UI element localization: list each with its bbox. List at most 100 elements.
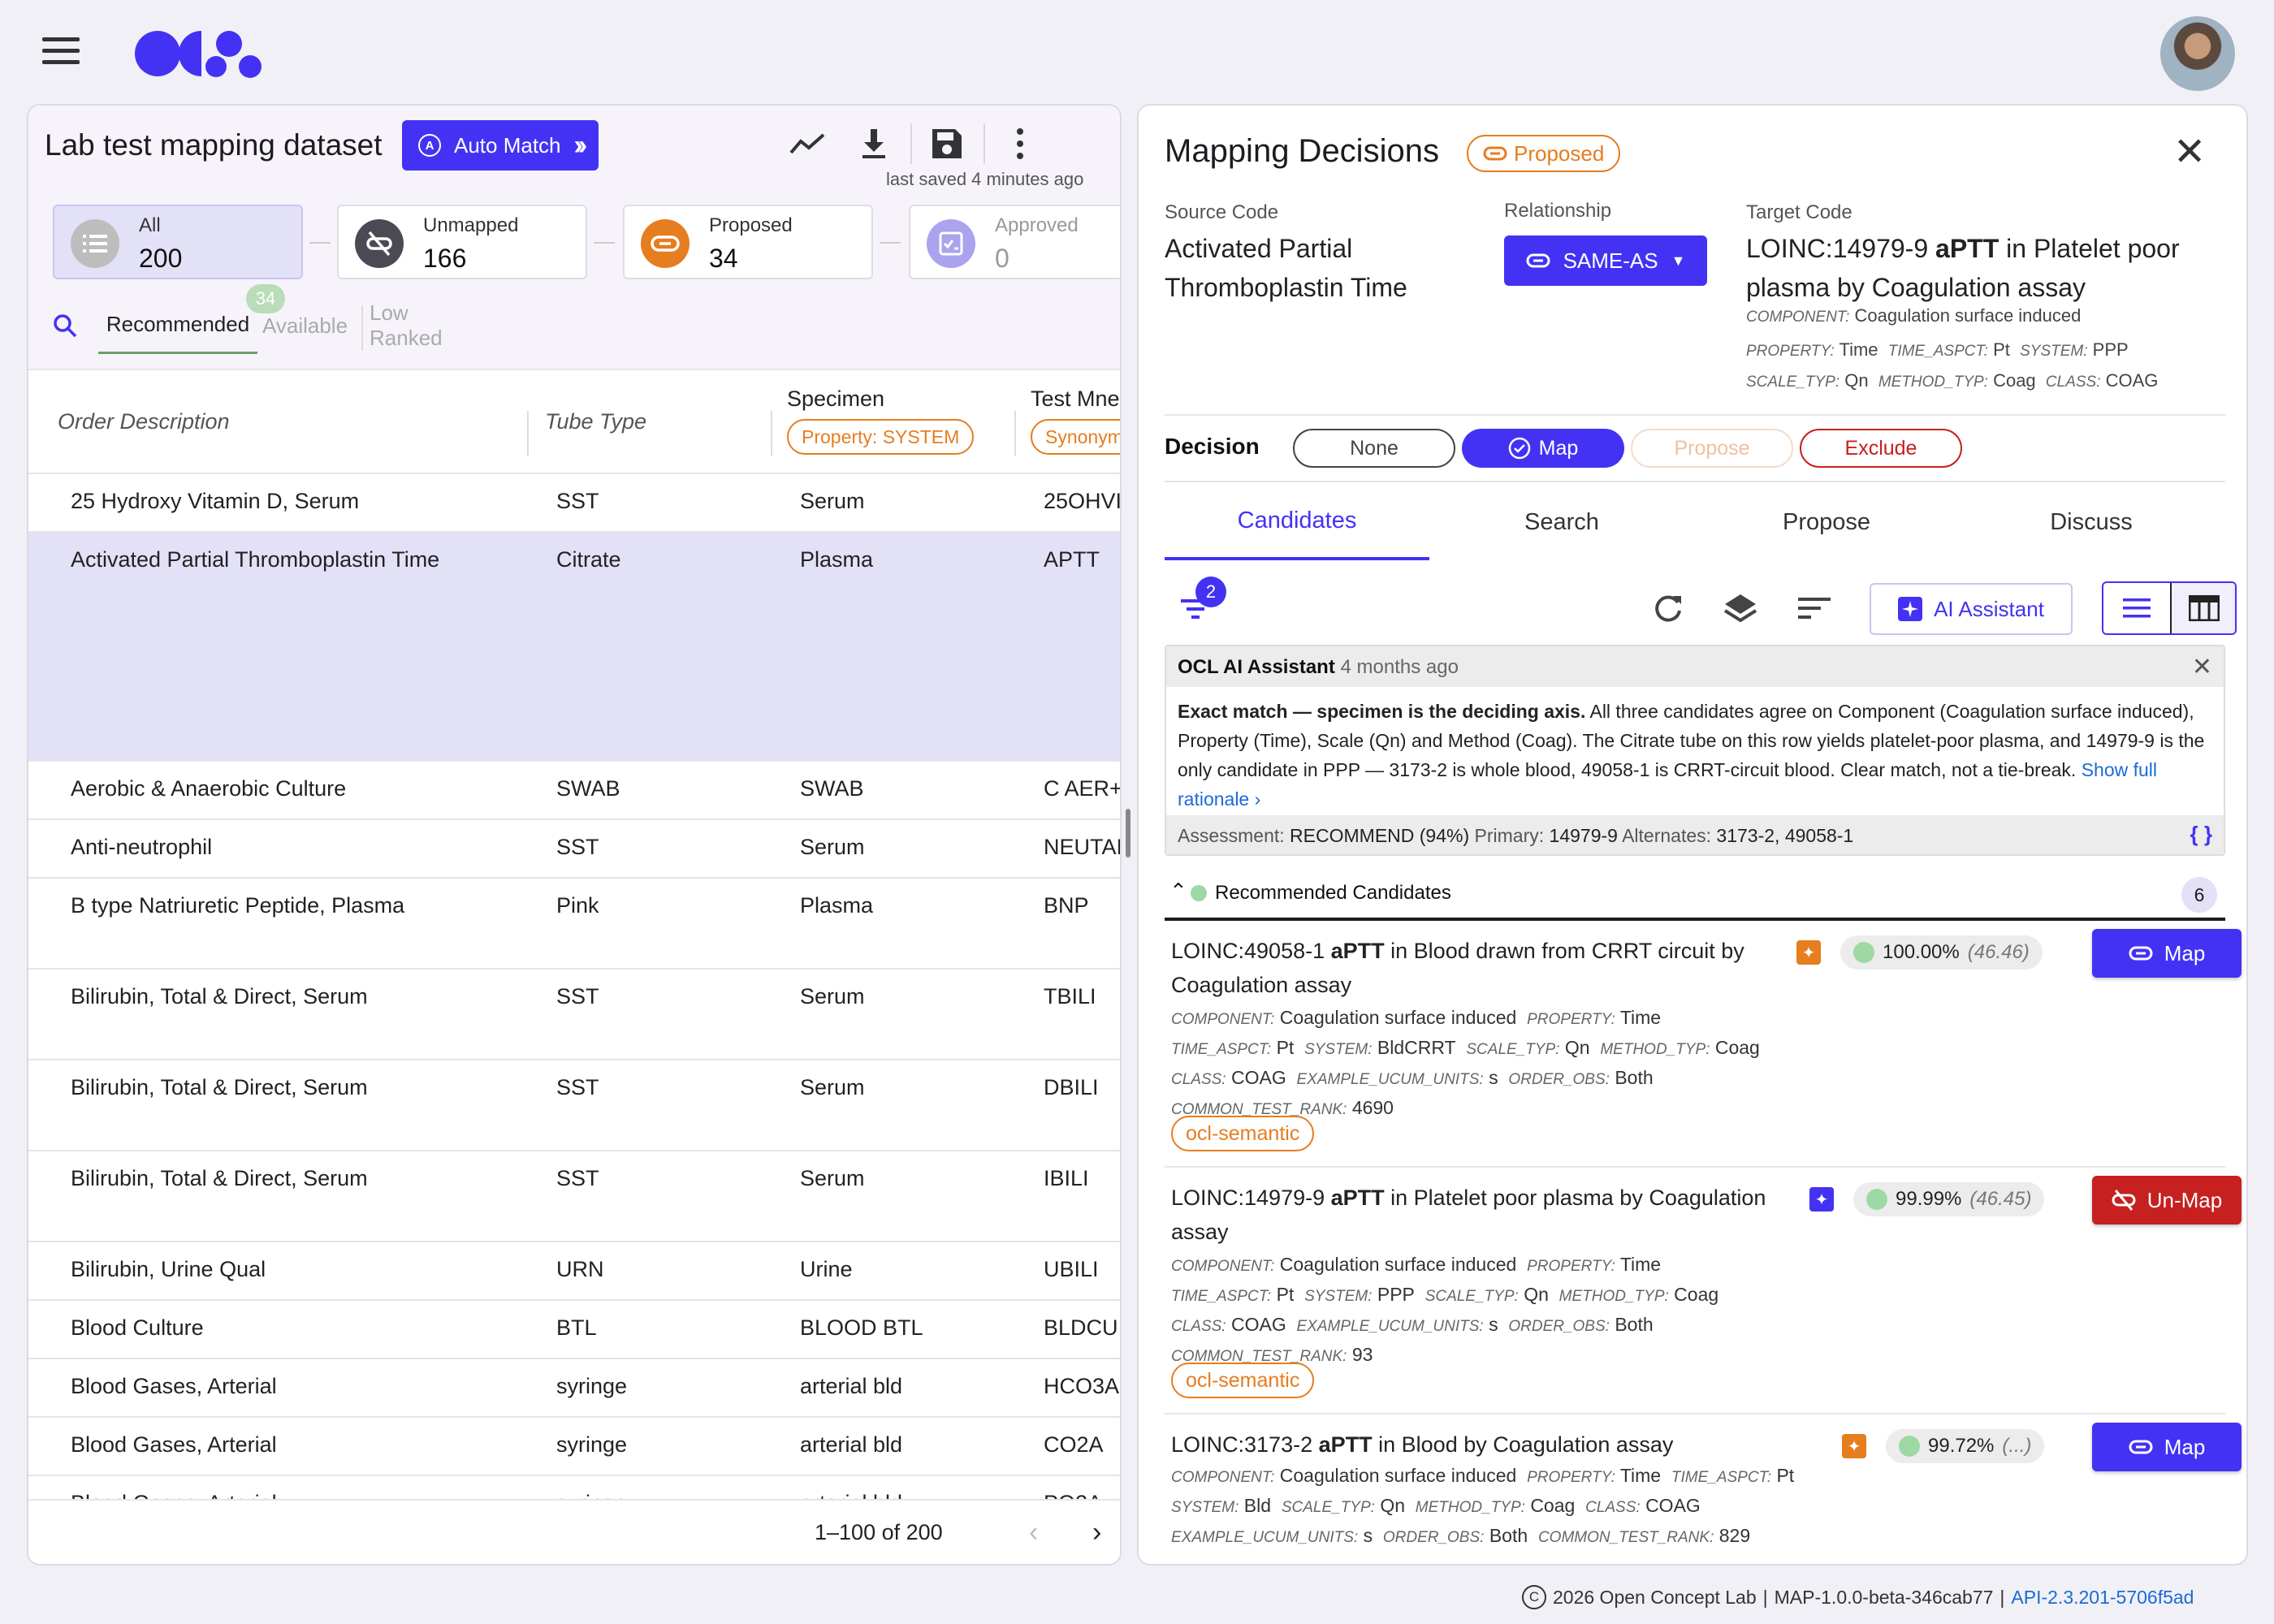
chevron-right-icon[interactable]: › [1092,1517,1102,1548]
col-test-mnemonic[interactable]: Test Mne [1031,387,1120,411]
cell-desc: Bilirubin, Urine Qual [71,1257,266,1281]
prop-key: SCALE_TYP: [1746,374,1840,391]
tab-discuss[interactable]: Discuss [2050,508,2133,535]
auto-match-button[interactable]: A Auto Match ›› [402,120,599,171]
close-icon[interactable]: ✕ [2173,131,2207,174]
ocl-semantic-chip[interactable]: ocl-semantic [1171,1116,1315,1151]
table-row[interactable]: Aerobic & Anaerobic Culture SWAB SWAB C AER… [28,762,1120,820]
trend-icon[interactable] [788,123,828,164]
table-row[interactable]: 25 Hydroxy Vitamin D, Serum SST Serum 25OHV… [28,474,1120,533]
candidate-card[interactable]: LOINC:14979-9 aPTT in Platelet poor plas… [1165,1169,2242,1415]
candidate-card[interactable]: LOINC:49058-1 aPTT in Blood drawn from C… [1165,922,2242,1168]
table-row[interactable]: Blood Gases, Arterial syringe arterial bld… [28,1418,1120,1476]
decision-map-label: Map [1538,436,1579,460]
menu-icon[interactable] [42,37,80,65]
prop-key: SCALE_TYP: [1424,1288,1519,1305]
col-tube-type[interactable]: Tube Type [545,409,647,434]
tab-candidates[interactable]: Candidates [1165,484,1429,560]
json-braces-icon[interactable]: { } [2190,822,2212,846]
table-row[interactable]: Bilirubin, Urine Qual URN Urine UBILI [28,1242,1120,1301]
save-icon[interactable] [927,123,967,164]
ai-assistant-label: AI Assistant [1934,596,2044,621]
cell-specimen: Plasma [800,893,874,918]
decision-none-button[interactable]: None [1293,429,1455,468]
ocl-logo[interactable] [135,29,265,78]
stat-card-approved[interactable]: Approved 0 [909,205,1120,279]
candidate-card[interactable]: LOINC:3173-2 aPTT in Blood by Coagulatio… [1165,1416,2242,1564]
download-icon[interactable] [854,123,894,164]
cell-mnem: CO2A [1044,1432,1104,1457]
table-row[interactable]: Anti-neutrophil SST Serum NEUTAI [28,820,1120,879]
table-row[interactable]: B type Natriuretic Peptide, Plasma Pink Pl… [28,879,1120,970]
list-view-icon[interactable] [2103,583,2170,633]
prop-key: PROPERTY: [1746,343,1835,360]
recommended-candidates-header[interactable]: ⌃ Recommended Candidates 6 [1165,869,2225,921]
table-row[interactable]: Blood Gases, Arterial syringe arterial bld… [28,1476,1120,1499]
table-row[interactable]: Bilirubin, Total & Direct, Serum SST Serum… [28,1060,1120,1151]
chevron-left-icon[interactable]: ‹ [1029,1517,1039,1548]
map-button[interactable]: Map [2092,929,2242,978]
stat-card-unmapped[interactable]: Unmapped 166 [337,205,587,279]
unmap-button[interactable]: Un-Map [2092,1176,2242,1224]
search-icon[interactable] [53,297,77,354]
tab-recommended[interactable]: Recommended [98,297,257,354]
col-order-description[interactable]: Order Description [58,409,230,434]
status-dot [1191,885,1207,901]
relationship-value: SAME-AS [1563,248,1658,273]
prop-key: ORDER_OBS: [1382,1529,1485,1546]
sparkle-icon [1898,597,1923,621]
cell-mnem: C AER+ [1044,776,1120,801]
table-row[interactable]: Bilirubin, Total & Direct, Serum SST Serum… [28,1151,1120,1242]
prop-value: Qn [1844,370,1869,391]
table-row[interactable]: Blood Gases, Arterial syringe arterial bld… [28,1359,1120,1418]
chevron-up-icon[interactable]: ⌃ [1169,879,1187,903]
ai-assistant-button[interactable]: AI Assistant [1870,583,2073,635]
tab-available[interactable]: Available [262,313,348,338]
more-vert-icon[interactable] [1000,123,1040,164]
api-version-link[interactable]: API-2.3.201-5706f5ad [2011,1586,2194,1608]
view-toggle[interactable] [2102,581,2237,635]
specimen-property-chip[interactable]: Property: SYSTEM [787,419,975,455]
map-button[interactable]: Map [2092,1423,2242,1471]
tab-search[interactable]: Search [1524,508,1599,535]
prop-key: COMMON_TEST_RANK: [1171,1348,1347,1365]
test-mnemonic-synonym-chip[interactable]: Synonym [1031,419,1120,455]
tab-low-ranked[interactable]: Low Ranked [370,300,443,350]
relationship-select[interactable]: SAME-AS ▼ [1504,235,1707,286]
tab-propose[interactable]: Propose [1782,508,1870,535]
layers-icon[interactable] [1723,593,1757,629]
decision-map-button[interactable]: Map [1462,429,1624,468]
sort-icon[interactable] [1798,596,1831,624]
panel-resize-handle[interactable] [1126,809,1131,857]
close-icon[interactable]: ✕ [2191,654,2212,680]
divider [1165,481,2225,482]
filter-icon[interactable] [1181,598,1210,624]
relationship-label: Relationship [1504,200,1612,222]
prop-value: Qn [1564,1037,1590,1058]
cell-tube: SST [556,984,599,1009]
prop-key: COMMON_TEST_RANK: [1537,1529,1714,1546]
ocl-semantic-chip[interactable]: ocl-semantic [1171,1363,1315,1398]
link-off-icon [2112,1190,2136,1211]
score-raw: (...) [2002,1435,2032,1457]
table-row[interactable]: Activated Partial Thromboplastin Time Cit… [28,533,1120,762]
candidate-properties: COMPONENT: Coagulation surface induced P… [1171,1004,1870,1124]
avatar[interactable] [2160,16,2235,91]
prop-value: Both [1615,1314,1654,1335]
prop-key: COMMON_TEST_RANK: [1171,1101,1347,1118]
cell-desc: Blood Gases, Arterial [71,1374,277,1398]
panel-title: Mapping Decisions [1165,133,1439,169]
table-row[interactable]: Blood Culture BTL BLOOD BTL BLDCUI [28,1301,1120,1359]
table-view-icon[interactable] [2170,583,2235,633]
decision-propose-button[interactable]: Propose [1631,429,1793,468]
table-row[interactable]: Bilirubin, Total & Direct, Serum SST Serum… [28,970,1120,1060]
decision-exclude-button[interactable]: Exclude [1800,429,1962,468]
col-specimen[interactable]: Specimen [787,387,885,411]
stat-card-all[interactable]: All 200 [53,205,303,279]
show-rationale-link[interactable]: Show full rationale › [1178,759,2158,810]
prop-key: PROPERTY: [1527,1011,1615,1028]
refresh-icon[interactable] [1652,593,1684,629]
prop-key: TIME_ASPCT: [1171,1288,1272,1305]
stat-card-proposed[interactable]: Proposed 34 [623,205,873,279]
prop-key: EXAMPLE_UCUM_UNITS: [1171,1529,1359,1546]
